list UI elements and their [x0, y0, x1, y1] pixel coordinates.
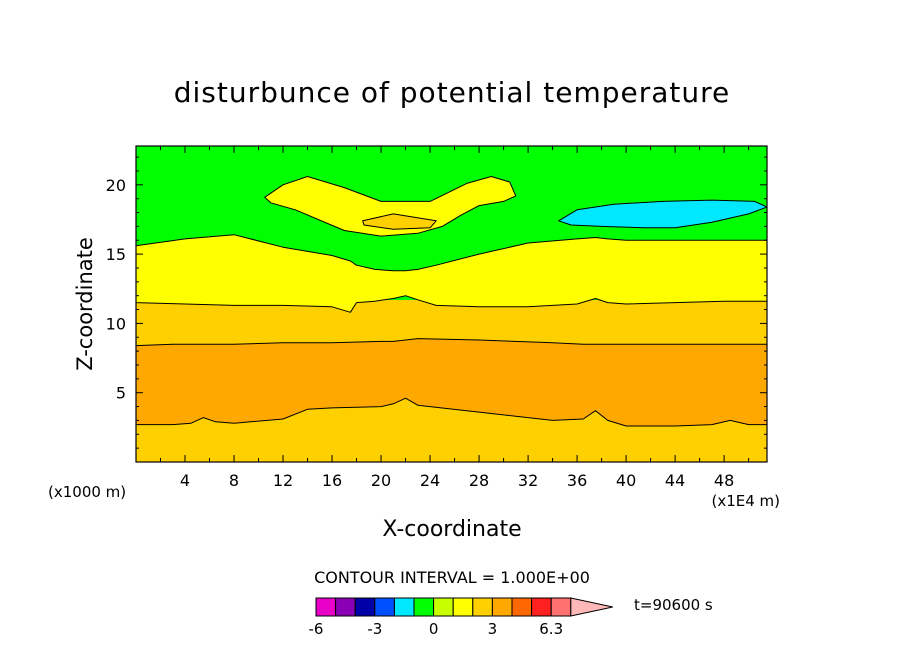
x-tick-label: 12 — [273, 471, 293, 490]
x-tick-label: 20 — [371, 471, 391, 490]
contour-band-4 — [558, 199, 768, 229]
colorbar-tick-label: 0 — [429, 620, 439, 638]
colorbar-tick-label: -3 — [367, 620, 382, 638]
colorbar-swatch — [511, 597, 533, 617]
y-axis-label: Z-coordinate — [73, 237, 97, 371]
colorbar-swatch — [335, 597, 356, 617]
contour-band-3 — [362, 213, 437, 230]
y-tick-label: 5 — [116, 384, 126, 403]
x-tick-label: 4 — [180, 471, 190, 490]
colorbar-arrow — [570, 597, 613, 617]
y-unit-label: (x1000 m) — [48, 483, 126, 501]
x-tick-label: 8 — [229, 471, 239, 490]
colorbar-swatch — [452, 597, 474, 617]
contour-bands — [135, 176, 768, 427]
plot-frame — [135, 145, 768, 463]
colorbar-swatch — [374, 597, 395, 617]
colorbar-swatch — [550, 597, 572, 617]
x-axis-ticks: 4 8 12 16 20 24 28 32 36 40 44 48 — [160, 146, 750, 490]
colorbar-swatch — [393, 597, 415, 617]
x-tick-label: 16 — [322, 471, 342, 490]
x-unit-label: (x1E4 m) — [711, 492, 780, 510]
colorbar-swatch — [472, 597, 493, 617]
colorbar-tick-label: 3 — [488, 620, 498, 638]
y-tick-label: 10 — [106, 314, 126, 333]
y-tick-label: 15 — [106, 245, 126, 264]
x-tick-label: 40 — [616, 471, 636, 490]
contour-band-2 — [264, 176, 517, 237]
time-label: t=90600 s — [634, 596, 713, 614]
y-axis-ticks: 5 10 15 20 — [106, 156, 767, 449]
colorbar: -6 -3 0 3 6.3 — [309, 597, 613, 638]
colorbar-swatch — [413, 597, 435, 617]
colorbar-swatch — [315, 597, 337, 617]
x-tick-label: 28 — [469, 471, 489, 490]
contour-interval-label: CONTOUR INTERVAL = 1.000E+00 — [314, 568, 590, 587]
colorbar-swatch — [433, 597, 454, 617]
colorbar-swatch — [531, 597, 552, 617]
chart-title: disturbunce of potential temperature — [174, 76, 731, 109]
x-tick-label: 44 — [665, 471, 685, 490]
x-tick-label: 24 — [420, 471, 440, 490]
x-tick-label: 36 — [567, 471, 587, 490]
y-tick-label: 20 — [106, 176, 126, 195]
colorbar-tick-label: -6 — [309, 620, 324, 638]
x-tick-label: 32 — [518, 471, 538, 490]
colorbar-tick-label: 6.3 — [539, 620, 563, 638]
colorbar-swatch — [354, 597, 376, 617]
x-axis-label: X-coordinate — [382, 517, 521, 542]
x-tick-label: 48 — [714, 471, 734, 490]
colorbar-swatch — [491, 597, 513, 617]
